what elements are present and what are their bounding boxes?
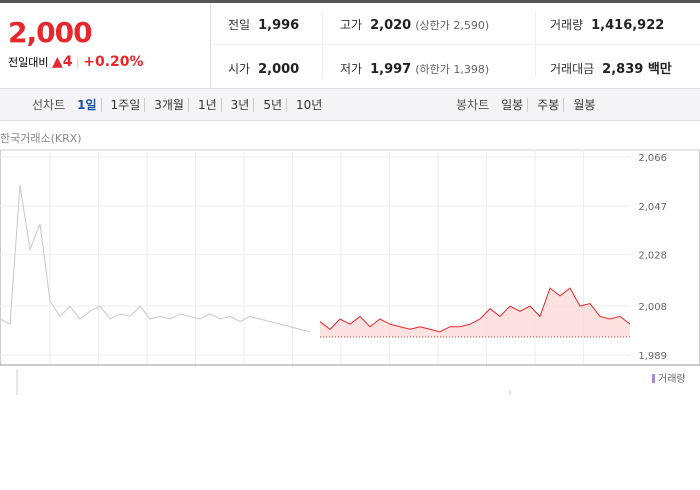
summary-value: 1,996 — [258, 18, 300, 33]
period-tab[interactable]: 10년 — [296, 98, 323, 112]
tab-group-label: 선차트 — [32, 98, 66, 112]
period-tab[interactable]: 5년 — [259, 98, 288, 112]
summary-item: 고가 2,020 (상한가 2,590) — [340, 14, 489, 33]
candle-tab[interactable]: 월봉 — [573, 98, 596, 112]
change-row: 전일대비 ▲4 | +0.20% — [8, 54, 144, 70]
y-tick-label: 2,047 — [638, 202, 667, 213]
change-label: 전일대비 — [8, 56, 49, 69]
change: ▲4 — [51, 54, 73, 70]
summary-value: 2,839 백만 — [602, 62, 672, 77]
price-line — [0, 185, 311, 333]
candle-tabs: 봉차트 일봉 주봉 월봉 — [456, 96, 604, 113]
summary-label: 거래량 — [550, 18, 584, 32]
area-fill — [320, 288, 630, 337]
summary-item: 시가 2,000 — [228, 58, 299, 77]
tab-group-label: 봉차트 — [456, 98, 490, 112]
candle-tab[interactable]: 주봉 — [533, 98, 565, 112]
change-value: 4 — [62, 54, 73, 70]
divider — [210, 44, 700, 45]
price: 2,000 — [8, 16, 93, 49]
summary-item: 거래량 1,416,922 — [550, 14, 664, 33]
summary-note: (상한가 2,590) — [415, 19, 490, 32]
price-line — [319, 287, 631, 333]
legend-swatch — [652, 374, 655, 383]
summary-label: 거래대금 — [550, 62, 595, 76]
legend: 거래량 — [658, 373, 686, 385]
y-tick-label: 2,008 — [638, 302, 667, 313]
period-tab[interactable]: 3개월 — [150, 98, 189, 112]
summary-label: 시가 — [228, 62, 251, 76]
source: 한국거래소(KRX) — [0, 132, 82, 145]
period-tab[interactable]: 1년 — [193, 98, 222, 112]
y-tick-label: 2,066 — [638, 153, 667, 164]
summary-value: 2,000 — [258, 62, 300, 77]
top-border — [0, 0, 700, 3]
chart: 2,066 2,047 2,028 2,008 1,989 거래량 — [0, 149, 700, 395]
period-tab[interactable]: 1주일 — [106, 98, 146, 112]
line-tabs: 선차트 1일 1주일 3개월 1년 3년 5년 10년 — [32, 96, 331, 113]
summary-label: 고가 — [340, 18, 363, 32]
divider — [210, 3, 211, 88]
summary-item: 저가 1,997 (하한가 1,398) — [340, 58, 489, 77]
summary-item: 거래대금 2,839 백만 — [550, 58, 672, 77]
candle-tab[interactable]: 일봉 — [497, 98, 529, 112]
summary-note: (하한가 1,398) — [415, 63, 490, 76]
y-tick-label: 1,989 — [638, 351, 667, 362]
summary-label: 저가 — [340, 62, 363, 76]
period-tab[interactable]: 3년 — [226, 98, 255, 112]
summary-value: 2,020 — [370, 18, 412, 33]
change-pct: +0.20% — [83, 54, 144, 70]
tab-bar — [0, 88, 700, 121]
period-tab[interactable]: 1일 — [73, 98, 102, 112]
summary-label: 전일 — [228, 18, 251, 32]
summary-item: 전일 1,996 — [228, 14, 299, 33]
summary-value: 1,997 — [370, 62, 412, 77]
summary-value: 1,416,922 — [591, 18, 665, 33]
y-tick-label: 2,028 — [638, 251, 667, 262]
